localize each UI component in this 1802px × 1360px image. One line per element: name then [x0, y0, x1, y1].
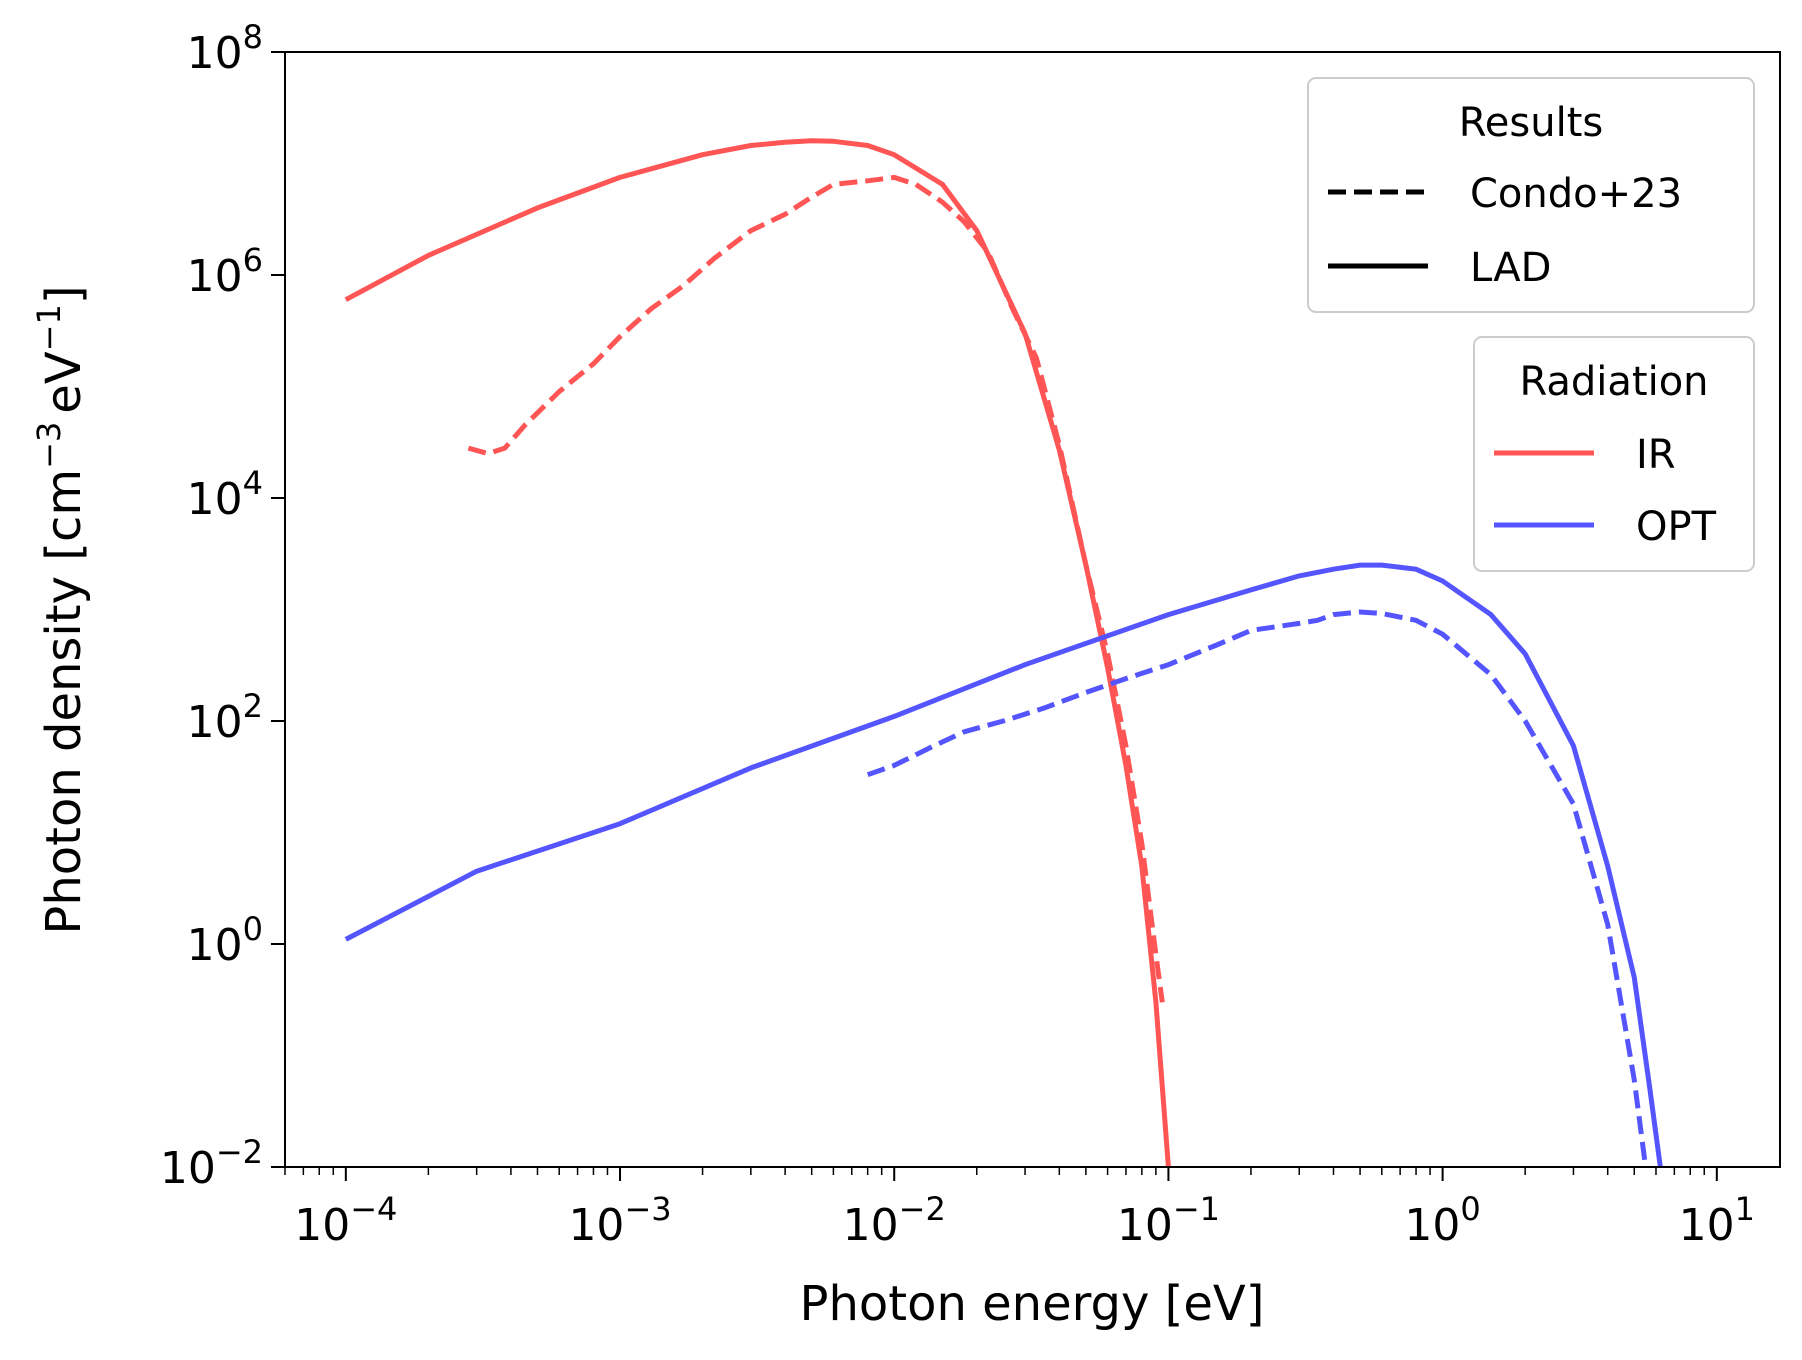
y-axis-title-part: Photon density [cm — [36, 469, 92, 935]
y-tick-label: 104 — [187, 464, 263, 525]
tick-base: 10 — [1404, 1200, 1460, 1251]
y-tick-label: 10−2 — [160, 1133, 263, 1194]
tick-exponent: 0 — [243, 910, 263, 948]
y-axis-title-exponent: −1 — [30, 304, 68, 351]
legend-radiation-title: Radiation — [1519, 359, 1708, 405]
tick-exponent: −1 — [1173, 1190, 1220, 1228]
tick-base: 10 — [187, 251, 243, 302]
series-line-opt-condo23 — [866, 609, 1649, 1167]
tick-base: 10 — [568, 1200, 624, 1251]
tick-exponent: 0 — [1460, 1190, 1480, 1228]
tick-exponent: 8 — [243, 18, 263, 56]
y-axis-ticks — [271, 51, 285, 1168]
x-tick-label: 10−1 — [1117, 1190, 1220, 1251]
tick-exponent: −3 — [624, 1190, 671, 1228]
tick-exponent: 4 — [243, 464, 263, 502]
y-axis-title: Photon density [cm−3 eV−1] — [30, 285, 92, 934]
y-axis-title-part: eV — [36, 351, 92, 414]
tick-exponent: 6 — [243, 241, 263, 279]
y-axis-title-part: ] — [36, 285, 92, 304]
tick-base: 10 — [294, 1200, 350, 1251]
y-tick-label: 106 — [187, 241, 263, 302]
x-axis-ticks — [284, 1167, 1718, 1181]
x-axis-tick-labels: 10−4 10−3 10−2 10−1 100 101 — [294, 1190, 1755, 1251]
x-axis-title: Photon energy [eV] — [800, 1276, 1265, 1332]
series-line-opt-lad — [344, 562, 1663, 1167]
tick-base: 10 — [1117, 1200, 1173, 1251]
tick-base: 10 — [187, 697, 243, 748]
x-tick-label: 10−2 — [843, 1190, 946, 1251]
tick-base: 10 — [187, 474, 243, 525]
x-tick-label: 101 — [1679, 1190, 1755, 1251]
legend-radiation: Radiation IR OPT — [1473, 336, 1755, 572]
legend-entry-label: LAD — [1470, 245, 1551, 291]
series-line-ir-lad — [344, 138, 1171, 1167]
x-tick-label: 10−3 — [568, 1190, 671, 1251]
tick-exponent: −4 — [350, 1190, 397, 1228]
legend-results-title: Results — [1459, 100, 1603, 146]
tick-base: 10 — [187, 920, 243, 971]
tick-base: 10 — [187, 28, 243, 79]
tick-base: 10 — [160, 1143, 216, 1194]
tick-exponent: −2 — [899, 1190, 946, 1228]
y-axis-title-exponent: −3 — [30, 422, 68, 469]
tick-exponent: 1 — [1735, 1190, 1755, 1228]
tick-exponent: −2 — [216, 1133, 263, 1171]
legend-radiation-box — [1473, 336, 1755, 572]
series-line-ir-condo23 — [467, 174, 1165, 1003]
y-tick-label: 108 — [187, 18, 263, 79]
tick-base: 10 — [1679, 1200, 1735, 1251]
legend-entry-label: IR — [1636, 432, 1676, 478]
plot-frame — [284, 51, 1781, 1168]
legend-entry-label: OPT — [1636, 504, 1717, 550]
series-layer — [344, 138, 1663, 1167]
y-tick-label: 102 — [187, 687, 263, 748]
legend-entry-label: Condo+23 — [1470, 171, 1682, 217]
legend-results-box — [1307, 77, 1755, 313]
tick-exponent: 2 — [243, 687, 263, 725]
legend-results: Results Condo+23 LAD — [1307, 77, 1755, 313]
y-tick-label: 100 — [187, 910, 263, 971]
x-tick-label: 100 — [1404, 1190, 1480, 1251]
tick-base: 10 — [843, 1200, 899, 1251]
x-tick-label: 10−4 — [294, 1190, 397, 1251]
